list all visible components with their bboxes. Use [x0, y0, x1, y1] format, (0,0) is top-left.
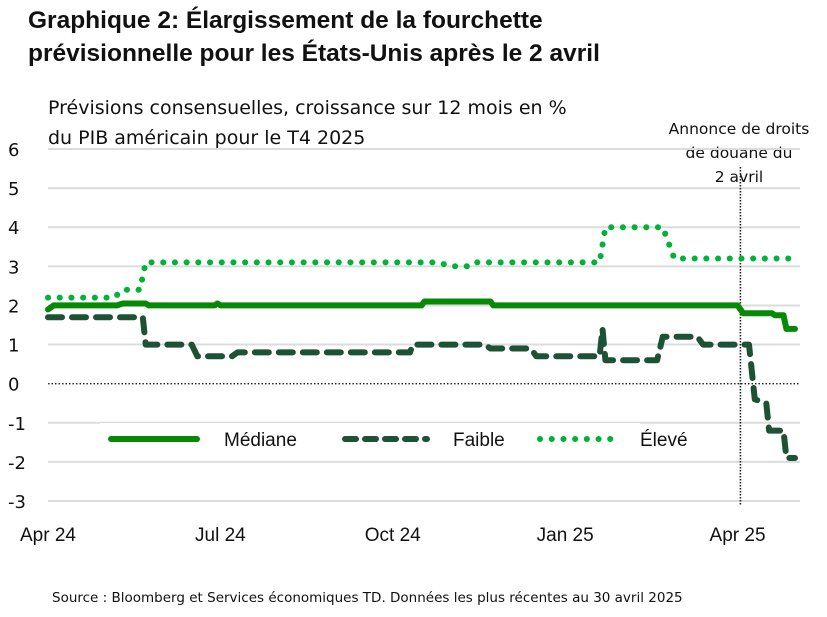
legend-label: Faible [453, 430, 505, 451]
series-mdiane-line [45, 298, 798, 332]
y-tick-label: -3 [8, 492, 26, 513]
x-axis-ticks: Apr 24 Jul 24 Oct 24 Jan 25 Apr 25 [20, 525, 766, 546]
chart-subtitle: Prévisions consensuelles, croissance sur… [48, 93, 567, 153]
series-lines [45, 167, 798, 505]
annotation-line-3: 2 avril [714, 168, 764, 186]
x-tick-label: Apr 25 [710, 525, 766, 546]
series-faible-line [45, 314, 798, 461]
gridlines [48, 148, 800, 502]
annotation-line-1: Annonce de droits [668, 120, 810, 138]
chart-subtitle-line-1: Prévisions consensuelles, croissance sur… [48, 97, 567, 119]
chart-title-line-1: Graphique 2: Élargissement de la fourche… [28, 7, 543, 34]
y-tick-label: 2 [8, 296, 19, 317]
x-tick-label: Jan 25 [537, 525, 594, 546]
chart-subtitle-line-2: du PIB américain pour le T4 2025 [48, 127, 366, 149]
chart-title-line-2: prévisionnelle pour les États-Unis après… [28, 40, 600, 67]
y-tick-label: 4 [8, 218, 19, 239]
legend-label: Élevé [640, 430, 688, 451]
y-tick-label: 5 [8, 179, 19, 200]
x-tick-label: Apr 24 [20, 525, 76, 546]
y-tick-label: -2 [8, 453, 26, 474]
chart-title: Graphique 2: Élargissement de la fourche… [28, 4, 600, 70]
x-tick-label: Jul 24 [195, 525, 246, 546]
legend-label: Médiane [224, 430, 297, 451]
y-tick-label: -1 [8, 414, 26, 435]
legend: Médiane Faible Élevé [100, 423, 688, 457]
source-note: Source : Bloomberg et Services économiqu… [52, 590, 683, 606]
y-tick-label: 1 [8, 336, 19, 357]
y-axis-ticks: 6 5 4 3 2 1 0 -1 -2 -3 [8, 140, 26, 513]
y-tick-label: 6 [8, 140, 19, 161]
series-lev-line [45, 224, 798, 301]
y-tick-label: 3 [8, 257, 19, 278]
y-tick-label: 0 [8, 375, 19, 396]
x-tick-label: Oct 24 [365, 525, 421, 546]
